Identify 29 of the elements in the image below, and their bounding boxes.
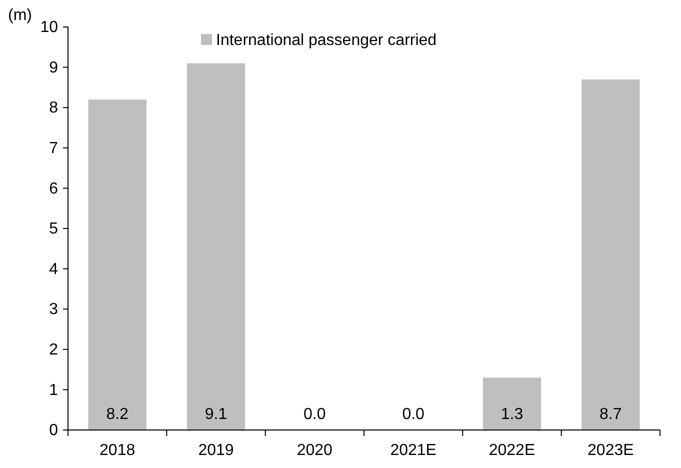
- y-tick-label: 7: [49, 140, 58, 158]
- x-tick-label: 2019: [198, 442, 234, 459]
- data-label: 0.0: [402, 406, 425, 423]
- bar: [186, 63, 246, 430]
- data-label: 8.7: [600, 406, 622, 423]
- y-tick-label: 4: [49, 260, 58, 278]
- data-label: 0.0: [304, 406, 326, 423]
- y-tick-label: 6: [49, 180, 58, 198]
- y-tick-label: 2: [49, 342, 58, 359]
- y-tick-label: 8: [49, 100, 58, 117]
- bar: [582, 79, 640, 430]
- bar: [88, 100, 146, 430]
- y-tick-label: 9: [49, 59, 58, 76]
- x-tick-label: 2023E: [588, 442, 634, 459]
- bar: [482, 378, 542, 430]
- x-tick-label: 2018: [100, 442, 136, 459]
- x-tick-label: 2022E: [488, 442, 536, 459]
- y-tick-label: 3: [49, 301, 58, 318]
- data-label: 8.2: [106, 406, 129, 423]
- legend-label: International passenger carried: [216, 32, 437, 49]
- x-tick-label: 2021E: [390, 442, 436, 459]
- x-tick-label: 2020: [296, 442, 333, 459]
- y-tick-label: 5: [49, 220, 58, 238]
- data-label: 1.3: [500, 406, 524, 423]
- y-tick-label: 1: [49, 382, 58, 399]
- data-label: 9.1: [204, 406, 228, 423]
- y-tick-label: 10: [40, 19, 58, 36]
- y-axis-title: (m): [8, 7, 32, 24]
- y-tick-label: 0: [49, 422, 58, 440]
